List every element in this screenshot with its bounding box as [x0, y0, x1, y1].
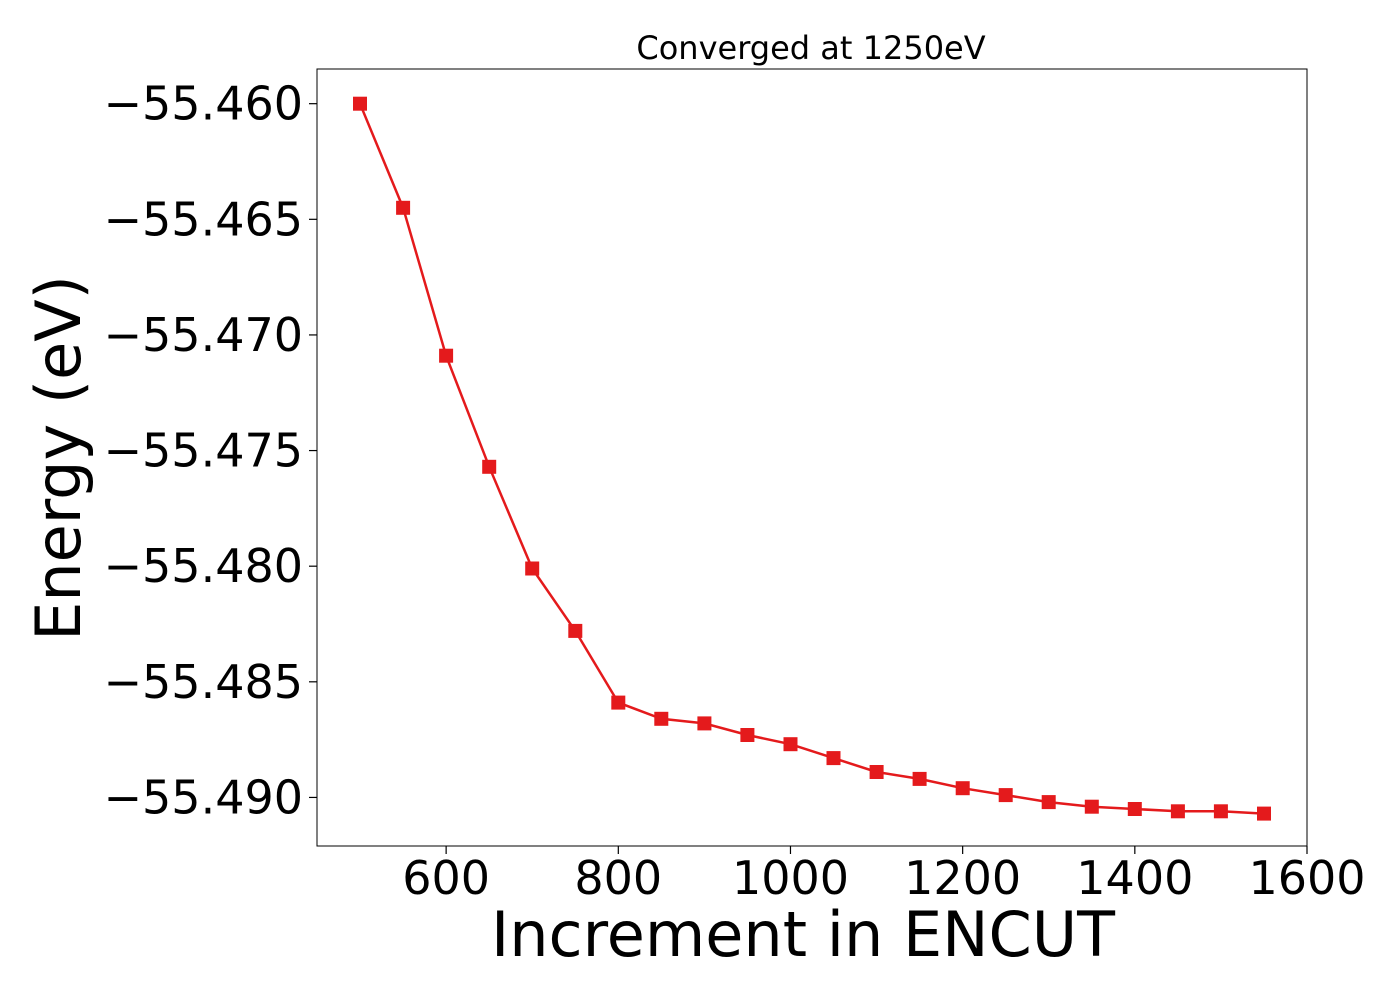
y-axis-label: Energy (eV) [22, 275, 95, 641]
data-point [869, 765, 884, 779]
data-point [482, 459, 497, 474]
series-markers [353, 96, 1271, 821]
data-point [1257, 806, 1271, 821]
x-tick-label: 600 [402, 851, 490, 905]
x-tick-label: 1000 [732, 851, 849, 905]
y-tick-label: −55.475 [104, 424, 304, 478]
chart-title: Converged at 1250eV [636, 29, 985, 67]
x-axis: 600 800 1000 1200 1400 1600 [402, 846, 1366, 905]
plot-area [316, 68, 1308, 847]
x-tick-label: 1200 [904, 851, 1021, 905]
data-point [912, 771, 927, 786]
series-line [358, 103, 1265, 815]
data-point [955, 781, 970, 796]
data-point [568, 623, 583, 638]
data-point [611, 695, 626, 710]
y-tick-label: −55.460 [104, 77, 304, 131]
data-point [1170, 804, 1185, 819]
x-tick-label: 1600 [1248, 851, 1365, 905]
data-point [783, 737, 798, 752]
data-point [353, 96, 367, 111]
data-point [1127, 802, 1142, 816]
x-tick-label: 800 [574, 851, 662, 905]
x-axis-label: Increment in ENCUT [491, 898, 1116, 971]
data-point [439, 348, 454, 363]
y-tick-label: −55.485 [104, 655, 304, 709]
data-point [1041, 795, 1056, 810]
y-tick-label: −55.480 [104, 539, 304, 593]
y-tick-label: −55.465 [104, 192, 304, 246]
data-point [1084, 799, 1099, 814]
data-point [654, 711, 669, 726]
data-point [697, 716, 712, 731]
y-tick-label: −55.470 [104, 308, 304, 362]
data-point [525, 561, 540, 576]
data-point [396, 200, 411, 215]
x-tick-label: 1400 [1076, 851, 1193, 905]
data-point [1213, 804, 1228, 819]
y-axis: −55.460 −55.465 −55.470 −55.475 −55.480 −55.4… [104, 77, 317, 824]
data-point [998, 788, 1013, 803]
data-point [826, 751, 841, 766]
data-point [740, 728, 755, 742]
y-tick-label: −55.490 [104, 770, 304, 824]
